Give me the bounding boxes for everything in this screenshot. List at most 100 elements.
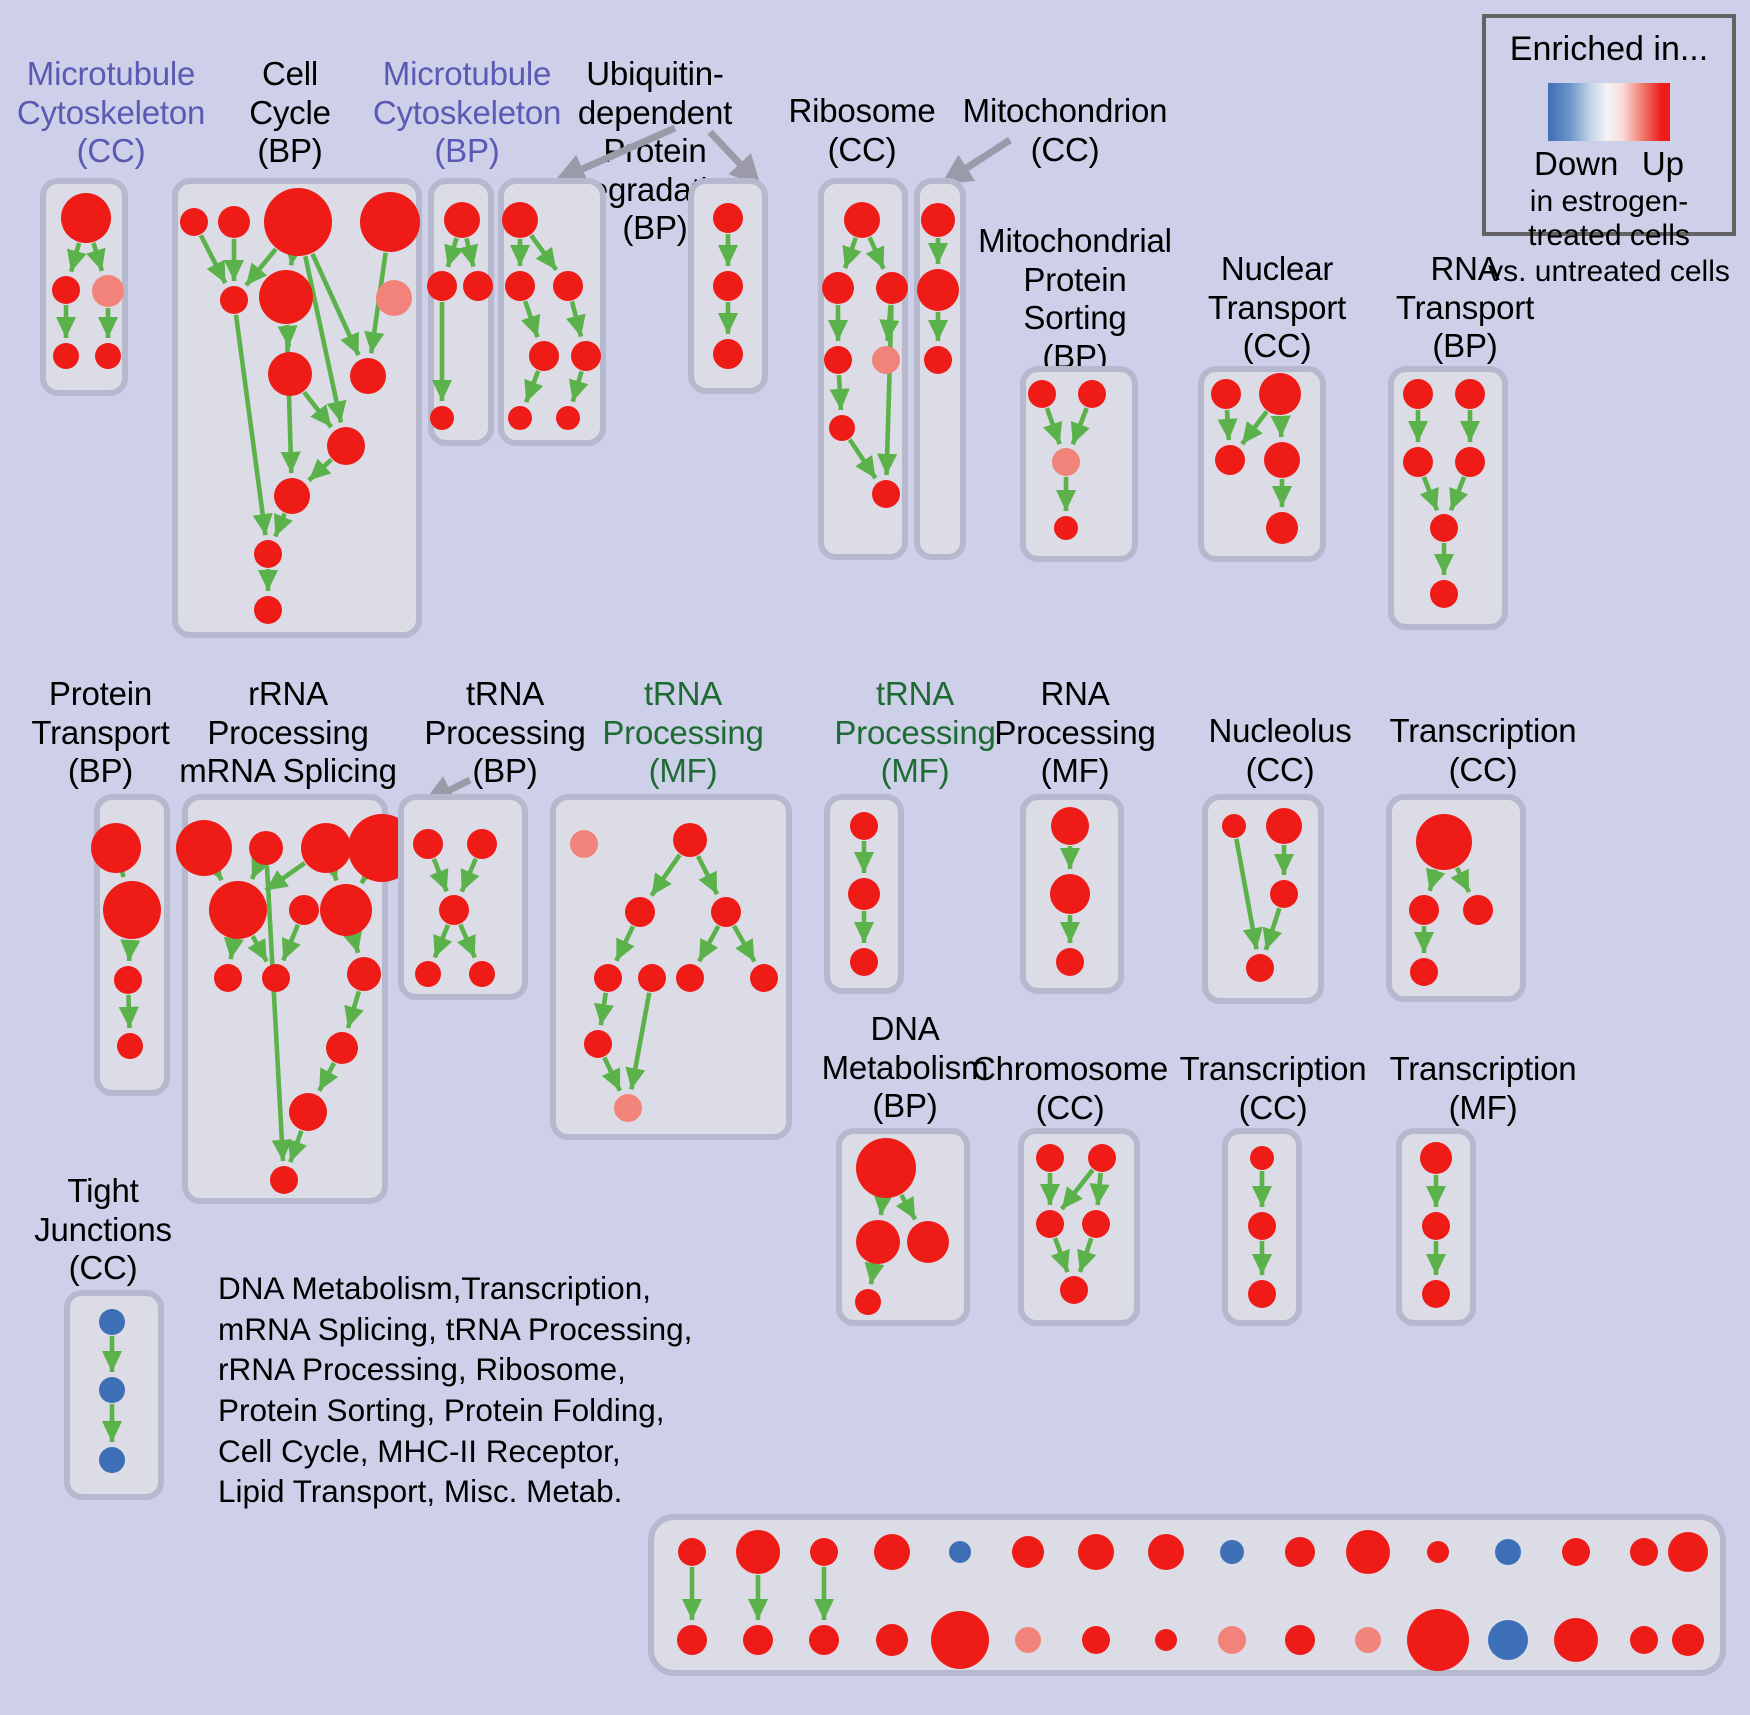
gene-node[interactable] [1422,1280,1450,1308]
gene-node[interactable] [1015,1627,1041,1653]
gene-node[interactable] [713,339,743,369]
gene-node[interactable] [1078,1534,1114,1570]
gene-node[interactable] [53,343,79,369]
gene-node[interactable] [1410,958,1438,986]
gene-node[interactable] [1409,895,1439,925]
gene-node[interactable] [254,540,282,568]
gene-node[interactable] [1246,954,1274,982]
gene-node[interactable] [360,192,420,252]
gene-node[interactable] [301,823,351,873]
gene-node[interactable] [1407,1609,1469,1671]
gene-node[interactable] [1222,814,1246,838]
gene-node[interactable] [413,829,443,859]
gene-node[interactable] [876,1624,908,1656]
gene-node[interactable] [571,341,601,371]
gene-node[interactable] [52,276,80,304]
gene-node[interactable] [1056,948,1084,976]
gene-node[interactable] [829,415,855,441]
gene-node[interactable] [1416,814,1472,870]
gene-node[interactable] [1668,1532,1708,1572]
gene-node[interactable] [1051,807,1089,845]
gene-node[interactable] [439,895,469,925]
gene-node[interactable] [1078,380,1106,408]
gene-node[interactable] [262,964,290,992]
gene-node[interactable] [872,480,900,508]
gene-node[interactable] [1248,1212,1276,1240]
gene-node[interactable] [1562,1538,1590,1566]
gene-node[interactable] [270,1166,298,1194]
gene-node[interactable] [678,1538,706,1566]
gene-node[interactable] [1403,447,1433,477]
gene-node[interactable] [103,881,161,939]
gene-node[interactable] [99,1377,125,1403]
gene-node[interactable] [1155,1629,1177,1651]
gene-node[interactable] [326,1032,358,1064]
gene-node[interactable] [1430,514,1458,542]
gene-node[interactable] [736,1530,780,1574]
gene-node[interactable] [505,271,535,301]
gene-node[interactable] [673,823,707,857]
gene-node[interactable] [1248,1280,1276,1308]
gene-node[interactable] [502,202,538,238]
gene-node[interactable] [350,358,386,394]
gene-node[interactable] [855,1289,881,1315]
gene-node[interactable] [218,206,250,238]
gene-node[interactable] [584,1030,612,1058]
gene-node[interactable] [876,272,908,304]
gene-node[interactable] [1259,373,1301,415]
gene-node[interactable] [848,878,880,910]
gene-node[interactable] [553,271,583,301]
gene-node[interactable] [921,203,955,237]
gene-node[interactable] [209,881,267,939]
gene-node[interactable] [254,596,282,624]
gene-node[interactable] [99,1447,125,1473]
gene-node[interactable] [1050,874,1090,914]
gene-node[interactable] [1285,1625,1315,1655]
gene-node[interactable] [676,964,704,992]
gene-node[interactable] [274,478,310,514]
gene-node[interactable] [570,830,598,858]
gene-node[interactable] [92,275,124,307]
gene-node[interactable] [1082,1210,1110,1238]
gene-node[interactable] [850,948,878,976]
gene-node[interactable] [1463,895,1493,925]
gene-node[interactable] [1211,379,1241,409]
gene-node[interactable] [180,208,208,236]
gene-node[interactable] [176,820,232,876]
gene-node[interactable] [529,341,559,371]
gene-node[interactable] [61,193,111,243]
gene-node[interactable] [467,829,497,859]
gene-node[interactable] [415,961,441,987]
gene-node[interactable] [949,1541,971,1563]
gene-node[interactable] [856,1138,916,1198]
gene-node[interactable] [750,964,778,992]
gene-node[interactable] [638,964,666,992]
gene-node[interactable] [327,427,365,465]
gene-node[interactable] [1285,1537,1315,1567]
gene-node[interactable] [463,271,493,301]
gene-node[interactable] [1355,1627,1381,1653]
gene-node[interactable] [220,286,248,314]
gene-node[interactable] [1250,1146,1274,1170]
gene-node[interactable] [1082,1626,1110,1654]
gene-node[interactable] [1420,1142,1452,1174]
gene-node[interactable] [1266,808,1302,844]
gene-node[interactable] [1455,379,1485,409]
gene-node[interactable] [1554,1618,1598,1662]
gene-node[interactable] [917,269,959,311]
gene-node[interactable] [713,203,743,233]
gene-node[interactable] [1488,1620,1528,1660]
gene-node[interactable] [713,271,743,301]
gene-node[interactable] [625,897,655,927]
gene-node[interactable] [430,406,454,430]
gene-node[interactable] [1036,1210,1064,1238]
gene-node[interactable] [614,1094,642,1122]
gene-node[interactable] [872,346,900,374]
gene-node[interactable] [1427,1541,1449,1563]
gene-node[interactable] [268,352,312,396]
gene-node[interactable] [556,406,580,430]
gene-node[interactable] [99,1309,125,1335]
gene-node[interactable] [376,280,412,316]
gene-node[interactable] [1270,880,1298,908]
gene-node[interactable] [810,1538,838,1566]
